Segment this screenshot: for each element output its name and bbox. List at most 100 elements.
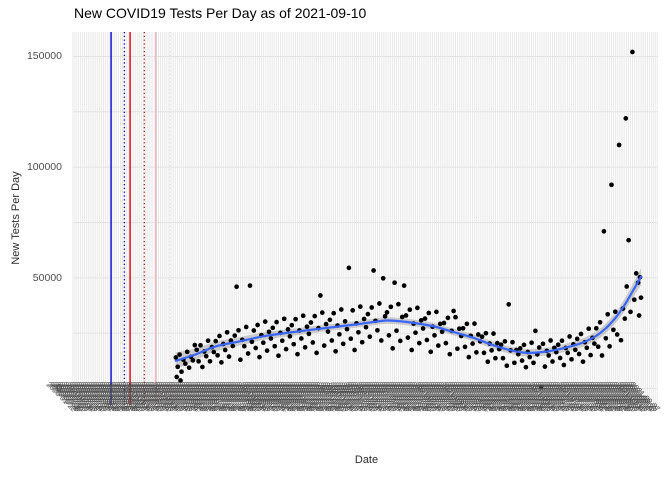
data-point: [623, 116, 629, 121]
data-point: [445, 315, 451, 321]
data-point: [441, 320, 447, 326]
data-point: [371, 268, 376, 273]
data-point: [306, 331, 312, 337]
data-point: [285, 327, 291, 332]
data-point: [224, 329, 230, 335]
data-point: [567, 334, 572, 339]
data-point: [314, 350, 319, 356]
data-point: [357, 304, 363, 309]
data-point: [196, 358, 201, 364]
data-point: [213, 338, 219, 344]
data-point: [325, 329, 331, 334]
data-point: [403, 313, 409, 318]
data-point: [455, 346, 460, 352]
data-point: [597, 319, 603, 325]
data-point: [174, 374, 180, 380]
data-point: [369, 305, 375, 310]
data-point: [238, 357, 243, 363]
data-point: [228, 338, 234, 343]
data-point: [470, 341, 475, 346]
data-point: [247, 283, 253, 288]
data-point: [504, 363, 510, 369]
data-point: [348, 336, 354, 342]
data-point: [178, 378, 183, 383]
data-point: [182, 361, 188, 367]
smooth-line: [174, 275, 643, 362]
data-point: [512, 360, 517, 366]
data-point: [485, 359, 491, 365]
data-point: [230, 343, 236, 349]
data-point: [456, 326, 462, 332]
data-point: [198, 342, 203, 348]
data-point: [344, 326, 350, 332]
data-point: [255, 322, 260, 328]
data-point: [245, 351, 251, 356]
data-point: [439, 329, 445, 335]
data-point: [279, 338, 285, 344]
data-point: [464, 321, 470, 327]
data-point: [276, 353, 281, 359]
data-point: [363, 324, 369, 330]
data-point: [584, 345, 590, 351]
data-point: [434, 309, 439, 315]
data-point: [302, 344, 308, 350]
data-point: [536, 345, 542, 350]
data-point: [592, 341, 597, 346]
data-point: [538, 385, 544, 390]
data-point: [338, 307, 344, 312]
data-point: [251, 328, 257, 333]
data-point: [241, 343, 247, 349]
data-point: [559, 338, 565, 344]
data-point: [207, 358, 213, 364]
data-point: [266, 329, 272, 335]
y-tick-label-100000: 100000: [26, 161, 62, 173]
data-point: [624, 284, 630, 289]
data-point: [179, 369, 184, 375]
data-point: [622, 316, 628, 321]
data-point: [418, 317, 424, 323]
data-point: [215, 352, 220, 358]
data-point: [274, 319, 279, 325]
data-point: [611, 327, 616, 333]
data-point: [616, 142, 622, 148]
data-point: [272, 343, 278, 349]
data-point: [416, 340, 422, 346]
data-point: [253, 345, 259, 351]
data-point: [506, 302, 512, 307]
data-point: [502, 339, 508, 344]
data-point: [365, 311, 371, 317]
data-point: [569, 356, 574, 362]
data-point: [226, 354, 232, 359]
data-point: [291, 341, 297, 347]
data-point: [342, 319, 348, 324]
data-point: [356, 329, 361, 335]
data-point: [310, 340, 316, 345]
data-point: [462, 344, 468, 350]
data-point: [384, 310, 390, 315]
data-point: [521, 342, 527, 348]
data-point: [405, 335, 411, 340]
smooth-line-group: [174, 275, 643, 362]
data-point: [375, 327, 380, 333]
data-point: [527, 354, 533, 360]
data-point: [638, 295, 644, 301]
data-point: [529, 340, 534, 346]
data-point: [399, 314, 405, 320]
data-point: [460, 325, 466, 331]
data-point: [576, 351, 582, 357]
data-point: [540, 341, 546, 347]
data-point: [479, 334, 485, 340]
data-point: [300, 313, 306, 319]
data-point: [380, 275, 386, 281]
data-point: [298, 336, 304, 341]
data-point: [319, 310, 325, 315]
y-tick-label-50000: 50000: [32, 272, 62, 284]
data-point: [186, 365, 192, 371]
data-point: [498, 342, 504, 348]
data-point: [378, 338, 384, 343]
data-point: [321, 343, 327, 348]
data-point: [396, 301, 401, 307]
data-point: [609, 182, 614, 188]
